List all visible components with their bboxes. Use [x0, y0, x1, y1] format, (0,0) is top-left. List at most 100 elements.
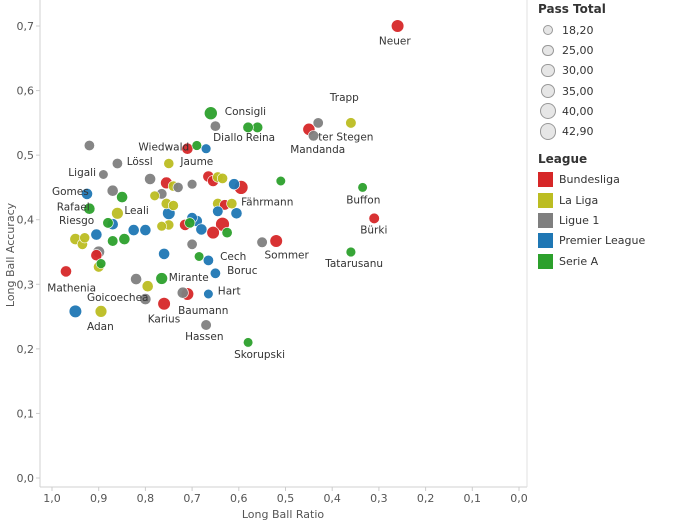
point-label: Sommer — [265, 250, 310, 262]
y-tick-label: 0,5 — [17, 149, 35, 162]
x-tick-label: 0,1 — [464, 492, 482, 505]
size-swatch — [538, 83, 558, 99]
size-swatch — [538, 64, 558, 78]
color-legend-item[interactable]: Premier League — [538, 231, 673, 251]
point-label: Consigli — [225, 106, 266, 118]
data-point — [345, 117, 357, 129]
point-label: Mandanda — [290, 144, 345, 156]
x-tick-label: 0,4 — [323, 492, 341, 505]
size-legend-item: 30,00 — [538, 61, 673, 81]
point-label: Cech — [220, 251, 246, 263]
size-circle-icon — [543, 25, 553, 36]
data-point — [172, 181, 184, 193]
size-swatch — [538, 25, 558, 36]
data-point — [204, 106, 218, 120]
point-label: Mirante — [169, 272, 209, 284]
data-point — [230, 207, 243, 220]
size-swatch — [538, 44, 558, 57]
size-legend-item: 25,00 — [538, 40, 673, 60]
data-point — [167, 200, 179, 211]
data-point — [157, 297, 171, 311]
color-legend-item[interactable]: Serie A — [538, 251, 673, 271]
color-swatch — [538, 192, 553, 208]
x-axis-title: Long Ball Ratio — [242, 508, 325, 521]
color-swatch — [538, 233, 553, 249]
data-point — [83, 202, 96, 215]
data-point — [130, 273, 142, 285]
data-point — [202, 254, 214, 266]
data-point — [95, 258, 107, 269]
x-tick-label: 0,0 — [510, 492, 528, 505]
data-point — [107, 235, 119, 247]
point-label: Trapp — [329, 92, 359, 104]
data-point — [256, 236, 268, 248]
data-point — [203, 288, 214, 300]
data-point — [194, 251, 205, 262]
point-label: Hassen — [185, 331, 223, 343]
color-legend-item[interactable]: Ligue 1 — [538, 210, 673, 230]
color-legend-label: Premier League — [559, 234, 646, 248]
size-swatch — [538, 103, 558, 120]
point-label: Baumann — [178, 305, 228, 317]
data-point — [312, 117, 324, 129]
color-legend-label: Ligue 1 — [559, 214, 600, 228]
data-point — [226, 198, 238, 210]
size-circle-icon — [540, 83, 556, 99]
size-legend-item: 18,20 — [538, 20, 673, 40]
color-swatch — [538, 253, 553, 269]
size-legend-label: 35,00 — [562, 84, 594, 98]
data-point — [186, 238, 198, 250]
point-label: Bürki — [360, 224, 387, 236]
data-point — [209, 120, 221, 132]
point-label: Boruc — [227, 265, 258, 277]
point-label: Adan — [87, 321, 114, 333]
color-legend-item[interactable]: Bundesliga — [538, 170, 673, 190]
data-point — [111, 207, 124, 220]
data-point — [155, 272, 168, 285]
size-legend-item: 42,90 — [538, 121, 673, 141]
point-label: ter Stegen — [318, 131, 373, 143]
point-label: Fährmann — [241, 197, 293, 209]
data-point — [139, 224, 152, 236]
data-point — [200, 143, 212, 154]
data-point — [221, 227, 233, 239]
data-point — [212, 205, 224, 217]
size-circle-icon — [542, 44, 554, 57]
data-point — [176, 286, 189, 299]
point-label: Goicoechea — [87, 292, 148, 304]
x-tick-label: 0,9 — [90, 492, 108, 505]
data-point — [242, 121, 254, 133]
size-legend-item: 40,00 — [538, 101, 673, 121]
point-label: Ligali — [68, 167, 96, 179]
y-tick-label: 0,0 — [17, 472, 35, 485]
data-point — [106, 184, 119, 197]
data-point — [200, 319, 212, 331]
point-label: Rafael — [57, 202, 90, 214]
data-point — [127, 224, 140, 236]
size-legend-label: 40,00 — [562, 104, 594, 118]
x-tick-label: 0,5 — [277, 492, 295, 505]
data-point — [163, 158, 175, 169]
data-point — [186, 179, 198, 190]
size-legend-label: 18,20 — [562, 23, 594, 37]
data-point — [184, 217, 196, 229]
point-label: Hart — [218, 286, 241, 298]
x-tick-label: 0,7 — [183, 492, 201, 505]
data-point — [307, 130, 320, 142]
point-label: Reina — [246, 132, 275, 144]
data-point — [368, 212, 380, 224]
data-point — [243, 337, 254, 348]
point-label: Wiedwald — [138, 142, 189, 154]
data-point — [357, 182, 368, 193]
size-swatch — [538, 123, 558, 140]
size-legend: 18,20 25,00 30,00 35,00 40,00 42,90 — [538, 20, 673, 142]
y-tick-label: 0,3 — [17, 278, 35, 291]
data-point — [102, 217, 114, 229]
data-point — [111, 158, 123, 170]
point-label: Riesgo — [59, 215, 94, 227]
color-swatch — [538, 213, 553, 229]
color-legend-item[interactable]: La Liga — [538, 190, 673, 210]
y-tick-label: 0,4 — [17, 214, 35, 227]
y-tick-label: 0,2 — [17, 343, 35, 356]
